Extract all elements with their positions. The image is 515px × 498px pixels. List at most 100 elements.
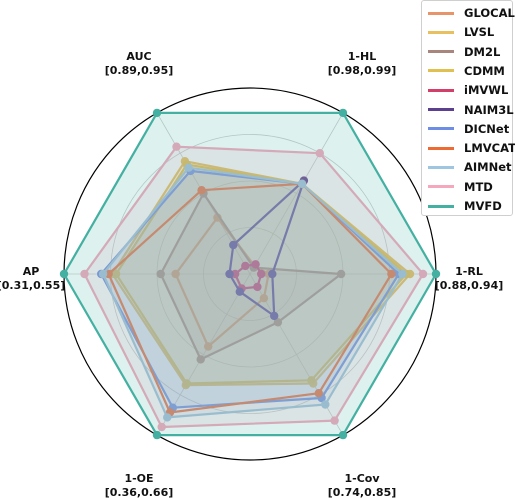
point-mtd-1-OE [157, 422, 166, 432]
point-aimnet-1-Cov [321, 400, 330, 409]
point-imvwl-1-Cov [253, 282, 262, 292]
axis-label-1-Cov: 1-Cov [0.74,0.85] [328, 472, 397, 498]
legend-swatch [428, 204, 454, 208]
point-aimnet-1-HL [297, 179, 307, 188]
point-naim3l-AP [225, 269, 234, 279]
point-mvfd-AUC [152, 108, 162, 118]
legend-label: MTD [464, 179, 493, 194]
point-mtd-AP [80, 269, 89, 279]
axis-name: 1-OE [124, 472, 153, 485]
point-cdmm-1-OE [182, 379, 191, 388]
legend-swatch [428, 69, 454, 73]
point-naim3l-AUC [229, 240, 238, 250]
point-aimnet-AUC [184, 163, 193, 172]
legend-item-imvwl: iMVWL [428, 81, 508, 99]
axis-range: [0.88,0.94] [435, 279, 504, 292]
legend-label: DM2L [464, 44, 501, 59]
point-mvfd-1-RL [431, 269, 441, 279]
point-aimnet-AP [98, 269, 108, 279]
legend-swatch [428, 30, 454, 34]
axis-name: 1-RL [455, 265, 483, 278]
legend-label: iMVWL [464, 83, 509, 98]
point-mvfd-AP [59, 269, 69, 279]
point-naim3l-1-RL [268, 269, 277, 279]
point-aimnet-1-RL [398, 269, 407, 279]
legend-item-naim3l: NAIM3L [428, 101, 514, 119]
point-imvwl-AUC [241, 261, 250, 271]
legend-swatch [428, 88, 454, 92]
legend-item-aimnet: AIMNet [428, 158, 512, 176]
point-glocal-AP [171, 269, 180, 279]
point-dm2l-1-Cov [273, 318, 283, 327]
chart-legend: GLOCAL LVSL DM2L CDMM iMVWL NAIM3L DICNet LMVCA… [421, 0, 515, 216]
legend-swatch [428, 185, 454, 189]
point-mtd-1-HL [315, 149, 324, 158]
legend-item-mvfd: MVFD [428, 197, 502, 215]
point-mvfd-1-Cov [338, 430, 348, 440]
point-mtd-AUC [172, 142, 181, 151]
axis-label-1-HL: 1-HL [0.98,0.99] [328, 50, 397, 77]
legend-label: GLOCAL [464, 6, 515, 20]
axis-range: [0.36,0.66] [105, 486, 174, 498]
legend-item-lmvcat: LMVCAT [428, 139, 515, 157]
axis-name: 1-HL [348, 50, 376, 63]
legend-swatch [428, 146, 454, 150]
axis-name: 1-Cov [344, 472, 380, 485]
point-lmvcat-AUC [197, 186, 206, 195]
legend-label: AIMNet [464, 160, 512, 175]
legend-label: CDMM [464, 63, 505, 78]
point-dm2l-1-RL [336, 269, 346, 279]
series-aimnet [98, 163, 407, 422]
radar-series [59, 108, 441, 440]
legend-swatch [428, 108, 454, 111]
point-naim3l-1-Cov [270, 311, 279, 321]
axis-range: [0.31,0.55] [0, 279, 65, 292]
point-mtd-1-RL [418, 269, 428, 279]
spoke-1-HL [249, 112, 344, 275]
axis-label-1-RL: 1-RL [0.88,0.94] [435, 265, 504, 292]
legend-swatch [428, 11, 454, 15]
point-mtd-1-Cov [330, 416, 339, 425]
series-line-mvfd [62, 111, 438, 437]
legend-item-dm2l: DM2L [428, 43, 500, 61]
point-dm2l-1-OE [196, 355, 205, 364]
point-mvfd-1-HL [338, 108, 348, 118]
legend-label: MVFD [464, 199, 502, 213]
point-naim3l-1-OE [235, 287, 244, 296]
axis-label-1-OE: 1-OE [0.36,0.66] [105, 472, 174, 498]
series-mtd [80, 142, 428, 432]
legend-label: DICNet [464, 121, 510, 136]
legend-swatch [428, 50, 454, 54]
legend-item-dicnet: DICNet [428, 120, 509, 138]
point-imvwl-1-RL [257, 269, 266, 279]
legend-label: NAIM3L [464, 102, 514, 117]
axis-name: AUC [126, 50, 151, 63]
point-lmvcat-1-RL [387, 269, 396, 279]
legend-item-mtd: MTD [428, 178, 493, 196]
legend-swatch [428, 165, 454, 169]
axis-name: AP [23, 265, 40, 278]
axis-labels: 1-HL [0.98,0.99] 1-RL [0.88,0.94] 1-Cov [0.74… [0, 50, 503, 498]
point-mvfd-1-OE [152, 430, 162, 440]
point-cdmm-1-Cov [307, 376, 316, 385]
point-lmvcat-1-Cov [314, 389, 323, 398]
legend-item-lvsl: LVSL [428, 23, 494, 41]
legend-swatch [428, 127, 454, 131]
axis-label-AUC: AUC [0.89,0.95] [105, 50, 174, 77]
legend-item-cdmm: CDMM [428, 62, 505, 80]
axis-range: [0.98,0.99] [328, 64, 397, 77]
point-glocal-1-OE [204, 342, 213, 351]
legend-label: LMVCAT [464, 141, 515, 156]
point-cdmm-AP [111, 269, 121, 279]
axis-range: [0.74,0.85] [328, 486, 397, 498]
series-naim3l [225, 176, 309, 321]
point-imvwl-1-HL [251, 260, 260, 269]
series-mvfd [59, 108, 441, 440]
point-glocal-1-Cov [259, 294, 269, 303]
point-aimnet-1-OE [163, 413, 172, 422]
legend-item-glocal: GLOCAL [428, 4, 515, 22]
point-dm2l-AP [156, 269, 165, 279]
axis-range: [0.89,0.95] [105, 64, 174, 77]
axis-label-AP: AP [0.31,0.55] [0, 265, 65, 292]
